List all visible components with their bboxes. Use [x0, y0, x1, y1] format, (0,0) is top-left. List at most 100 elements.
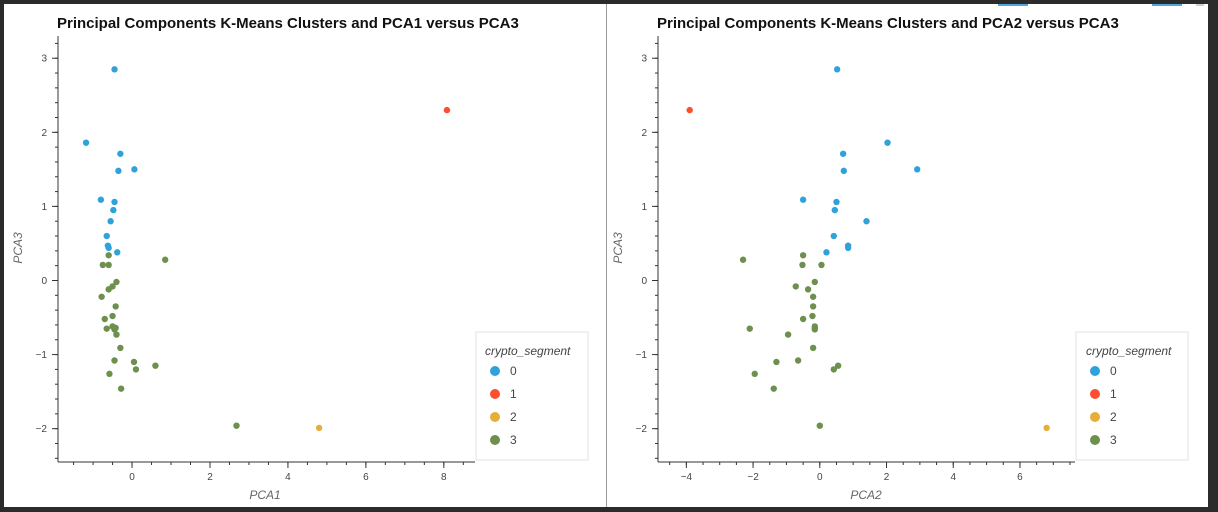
data-point — [114, 249, 121, 256]
legend-marker — [490, 412, 500, 422]
data-point — [117, 150, 124, 157]
data-point — [686, 106, 693, 114]
legend-label-2: 2 — [1110, 410, 1117, 424]
toolbar-accent-2 — [1152, 4, 1182, 6]
data-point — [818, 261, 825, 269]
data-point — [784, 331, 792, 338]
data-point — [816, 422, 823, 429]
data-point — [830, 232, 838, 240]
legend-label-2: 2 — [510, 410, 517, 424]
data-point — [823, 249, 830, 256]
legend-label-0: 0 — [1110, 364, 1117, 378]
x-tick-label: 6 — [1017, 472, 1023, 483]
data-point — [111, 326, 118, 333]
y-tick-label: 0 — [641, 276, 647, 287]
data-point — [233, 422, 240, 429]
data-point — [799, 196, 807, 203]
x-tick-label: −4 — [681, 472, 693, 483]
data-point — [770, 385, 777, 392]
data-point — [809, 293, 817, 300]
data-point — [863, 218, 870, 225]
data-point — [110, 206, 117, 214]
legend-marker — [1090, 366, 1100, 376]
legend-marker — [1090, 435, 1100, 445]
x-tick-label: 2 — [884, 472, 890, 483]
data-point — [117, 385, 125, 392]
data-point — [99, 261, 107, 269]
legend-marker — [490, 366, 500, 376]
data-point — [111, 66, 118, 73]
data-point — [804, 286, 812, 293]
data-point — [830, 366, 838, 373]
x-tick-label: 4 — [950, 472, 956, 483]
chart-panel-pca2-vs-pca3: Principal Components K-Means Clusters an… — [611, 15, 1189, 502]
x-tick-label: 8 — [441, 472, 447, 483]
data-point — [112, 303, 119, 310]
legend-marker — [490, 435, 500, 445]
data-point — [111, 198, 118, 206]
data-point — [109, 312, 116, 320]
chart-title: Principal Components K-Means Clusters an… — [57, 15, 519, 32]
data-point — [799, 252, 807, 259]
legend-marker — [1090, 412, 1100, 422]
data-point — [840, 167, 848, 175]
y-tick-label: 3 — [641, 54, 647, 65]
toolbar-accent-3 — [1196, 4, 1204, 6]
data-point — [833, 66, 841, 73]
x-tick-label: 0 — [129, 472, 135, 483]
x-axis-label: PCA1 — [249, 488, 280, 502]
data-point — [1043, 424, 1050, 432]
y-tick-label: 2 — [641, 128, 647, 139]
data-point — [113, 331, 120, 338]
y-tick-label: −2 — [36, 424, 48, 435]
legend-label-1: 1 — [510, 387, 517, 401]
data-point — [107, 218, 114, 225]
data-point — [809, 312, 816, 320]
data-point — [914, 166, 921, 173]
data-point — [82, 139, 90, 146]
y-tick-label: 0 — [41, 276, 47, 287]
x-tick-label: 4 — [285, 472, 291, 483]
x-tick-label: 6 — [363, 472, 369, 483]
data-point — [98, 293, 105, 300]
data-point — [739, 256, 747, 263]
data-point — [132, 366, 140, 373]
y-tick-label: −1 — [636, 350, 648, 361]
y-tick-label: 1 — [41, 202, 47, 213]
y-axis-label: PCA3 — [611, 232, 625, 264]
x-axis-label: PCA2 — [850, 488, 882, 502]
data-point — [152, 362, 159, 369]
x-tick-label: 0 — [817, 472, 823, 483]
data-point — [839, 150, 847, 157]
legend-label-1: 1 — [1110, 387, 1117, 401]
data-point — [101, 315, 108, 323]
data-point — [113, 278, 120, 286]
data-point — [833, 198, 840, 206]
data-point — [315, 424, 323, 432]
legend-label-0: 0 — [510, 364, 517, 378]
data-point — [811, 326, 818, 333]
data-point — [103, 325, 110, 332]
data-point — [117, 344, 124, 352]
data-point — [111, 357, 118, 364]
data-point — [834, 362, 842, 369]
legend-title: crypto_segment — [1086, 344, 1172, 358]
data-point — [746, 325, 753, 332]
y-tick-label: 1 — [641, 202, 647, 213]
data-point — [792, 283, 799, 290]
legend-label-3: 3 — [510, 433, 517, 447]
y-tick-label: −2 — [636, 424, 648, 435]
data-point — [831, 206, 839, 214]
data-point — [799, 261, 806, 269]
y-tick-label: −1 — [36, 350, 48, 361]
data-point — [131, 166, 138, 173]
data-point — [105, 286, 112, 293]
data-point — [106, 370, 113, 378]
legend-marker — [1090, 389, 1100, 399]
legend-title: crypto_segment — [485, 344, 571, 358]
data-point — [773, 358, 780, 366]
y-tick-label: 3 — [41, 54, 47, 65]
data-point — [751, 370, 758, 378]
legend-label-3: 3 — [1110, 433, 1117, 447]
